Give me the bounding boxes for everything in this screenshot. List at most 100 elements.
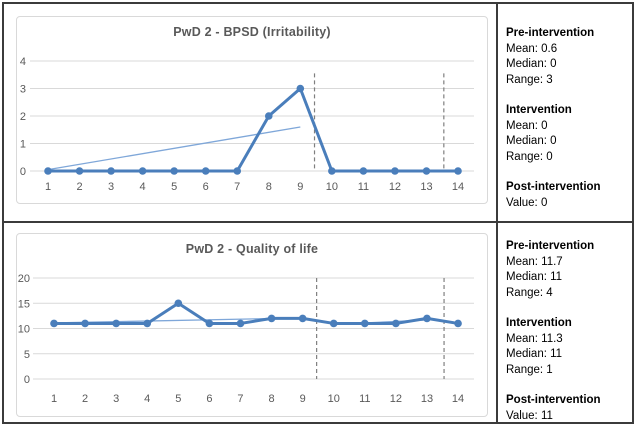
data-point-marker bbox=[361, 319, 369, 328]
stat-mean: Mean: 0 bbox=[506, 119, 548, 132]
x-tick-label: 12 bbox=[389, 181, 401, 193]
stat-median: Median: 0 bbox=[506, 58, 557, 70]
data-point-marker bbox=[107, 167, 115, 175]
x-tick-label: 13 bbox=[420, 181, 432, 193]
data-point-marker bbox=[75, 167, 84, 175]
stats-group-pre: Pre-intervention Mean: 11.7 Median: 11 R… bbox=[506, 239, 630, 301]
stat-range: Range: 1 bbox=[506, 363, 553, 376]
stat-median: Median: 11 bbox=[506, 271, 563, 283]
data-point-marker bbox=[201, 167, 210, 175]
x-tick-label: 2 bbox=[82, 393, 88, 405]
x-tick-label: 3 bbox=[108, 181, 114, 193]
x-tick-label: 8 bbox=[268, 393, 274, 405]
y-tick-label: 0 bbox=[24, 374, 30, 386]
chart-qol-title: PwD 2 - Quality of life bbox=[185, 242, 319, 256]
x-tick-label: 4 bbox=[140, 181, 146, 193]
y-tick-label: 15 bbox=[18, 298, 30, 310]
stat-range: Range: 4 bbox=[506, 286, 553, 299]
data-point-marker bbox=[423, 314, 431, 323]
data-point-marker bbox=[454, 167, 462, 175]
y-tick-label: 1 bbox=[20, 139, 26, 151]
data-point-marker bbox=[112, 319, 120, 328]
stats-group-title: Intervention bbox=[506, 104, 572, 116]
x-tick-label: 9 bbox=[297, 181, 303, 193]
stat-mean: Mean: 11.7 bbox=[506, 255, 563, 268]
stat-median: Median: 11 bbox=[506, 348, 563, 360]
row-divider bbox=[4, 221, 632, 223]
stat-value: Value: 11 bbox=[506, 409, 553, 422]
cell-chart-qol: PwD 2 - Quality of life 0 5 10 15 20 1 2 3 4 5 6 7 8… bbox=[4, 223, 496, 422]
data-point-marker bbox=[329, 319, 338, 328]
stats-group-intervention: Intervention Mean: 0 Median: 0 Range: 0 bbox=[506, 103, 630, 165]
x-tick-label: 5 bbox=[171, 181, 177, 193]
x-tick-label: 4 bbox=[144, 393, 150, 405]
x-tick-label: 1 bbox=[51, 393, 57, 405]
stats-group-title: Post-intervention bbox=[506, 394, 601, 406]
x-tick-label: 11 bbox=[359, 393, 370, 405]
data-point-marker bbox=[298, 314, 307, 323]
stat-range: Range: 0 bbox=[506, 150, 553, 163]
stats-panel-qol: Pre-intervention Mean: 11.7 Median: 11 R… bbox=[506, 239, 630, 424]
x-tick-label: 10 bbox=[326, 181, 338, 193]
data-point-marker bbox=[236, 319, 245, 328]
data-point-marker bbox=[174, 299, 183, 308]
data-point-marker bbox=[44, 167, 52, 175]
y-tick-label: 2 bbox=[20, 111, 26, 123]
column-divider bbox=[496, 223, 498, 422]
data-point-marker bbox=[50, 319, 58, 328]
column-divider bbox=[496, 4, 498, 221]
x-tick-label: 1 bbox=[45, 181, 51, 193]
stats-group-intervention: Intervention Mean: 11.3 Median: 11 Range… bbox=[506, 316, 630, 378]
data-point-marker bbox=[391, 167, 399, 175]
x-tick-label: 13 bbox=[421, 393, 433, 405]
y-tick-label: 4 bbox=[20, 56, 26, 68]
x-tick-label: 10 bbox=[328, 393, 340, 405]
data-point-marker bbox=[143, 319, 152, 328]
cell-stats-qol: Pre-intervention Mean: 11.7 Median: 11 R… bbox=[498, 223, 632, 422]
stats-group-title: Pre-intervention bbox=[506, 27, 595, 39]
data-series-line bbox=[48, 87, 459, 173]
x-tick-label: 7 bbox=[237, 393, 243, 405]
data-point-marker bbox=[392, 319, 400, 328]
trend-line bbox=[47, 126, 301, 171]
x-tick-label: 2 bbox=[76, 181, 82, 193]
y-tick-label: 0 bbox=[20, 166, 26, 178]
y-tick-label: 20 bbox=[18, 273, 30, 285]
x-tick-label: 6 bbox=[206, 393, 212, 405]
y-tick-label: 10 bbox=[18, 324, 30, 336]
x-tick-label: 5 bbox=[175, 393, 181, 405]
x-tick-label: 14 bbox=[452, 393, 464, 405]
stat-mean: Mean: 0.6 bbox=[506, 42, 558, 55]
data-point-marker bbox=[359, 167, 368, 175]
data-point-marker bbox=[233, 167, 242, 175]
x-tick-label: 8 bbox=[266, 181, 272, 193]
stats-group-pre: Pre-intervention Mean: 0.6 Median: 0 Ran… bbox=[506, 26, 630, 88]
x-tick-label: 3 bbox=[113, 393, 119, 405]
data-point-marker bbox=[81, 319, 89, 328]
y-tick-label: 3 bbox=[20, 84, 26, 96]
x-tick-label: 12 bbox=[390, 393, 402, 405]
data-point-marker bbox=[422, 167, 431, 175]
data-point-marker bbox=[205, 319, 214, 328]
stat-mean: Mean: 11.3 bbox=[506, 332, 563, 345]
data-series-line bbox=[54, 301, 459, 325]
chart-bpsd-title: PwD 2 - BPSD (Irritability) bbox=[173, 25, 331, 39]
data-point-marker bbox=[170, 167, 178, 175]
stat-range: Range: 3 bbox=[506, 73, 553, 86]
data-point-marker bbox=[296, 84, 305, 93]
stats-group-title: Intervention bbox=[506, 317, 572, 329]
stats-group-post: Post-intervention Value: 0 bbox=[506, 180, 630, 211]
x-tick-label: 11 bbox=[358, 181, 369, 193]
stats-panel-bpsd: Pre-intervention Mean: 0.6 Median: 0 Ran… bbox=[506, 26, 630, 211]
data-point-marker bbox=[138, 167, 147, 175]
x-tick-label: 14 bbox=[452, 181, 464, 193]
data-point-marker bbox=[264, 112, 273, 120]
x-tick-label: 6 bbox=[203, 181, 209, 193]
cell-stats-bpsd: Pre-intervention Mean: 0.6 Median: 0 Ran… bbox=[498, 4, 632, 221]
